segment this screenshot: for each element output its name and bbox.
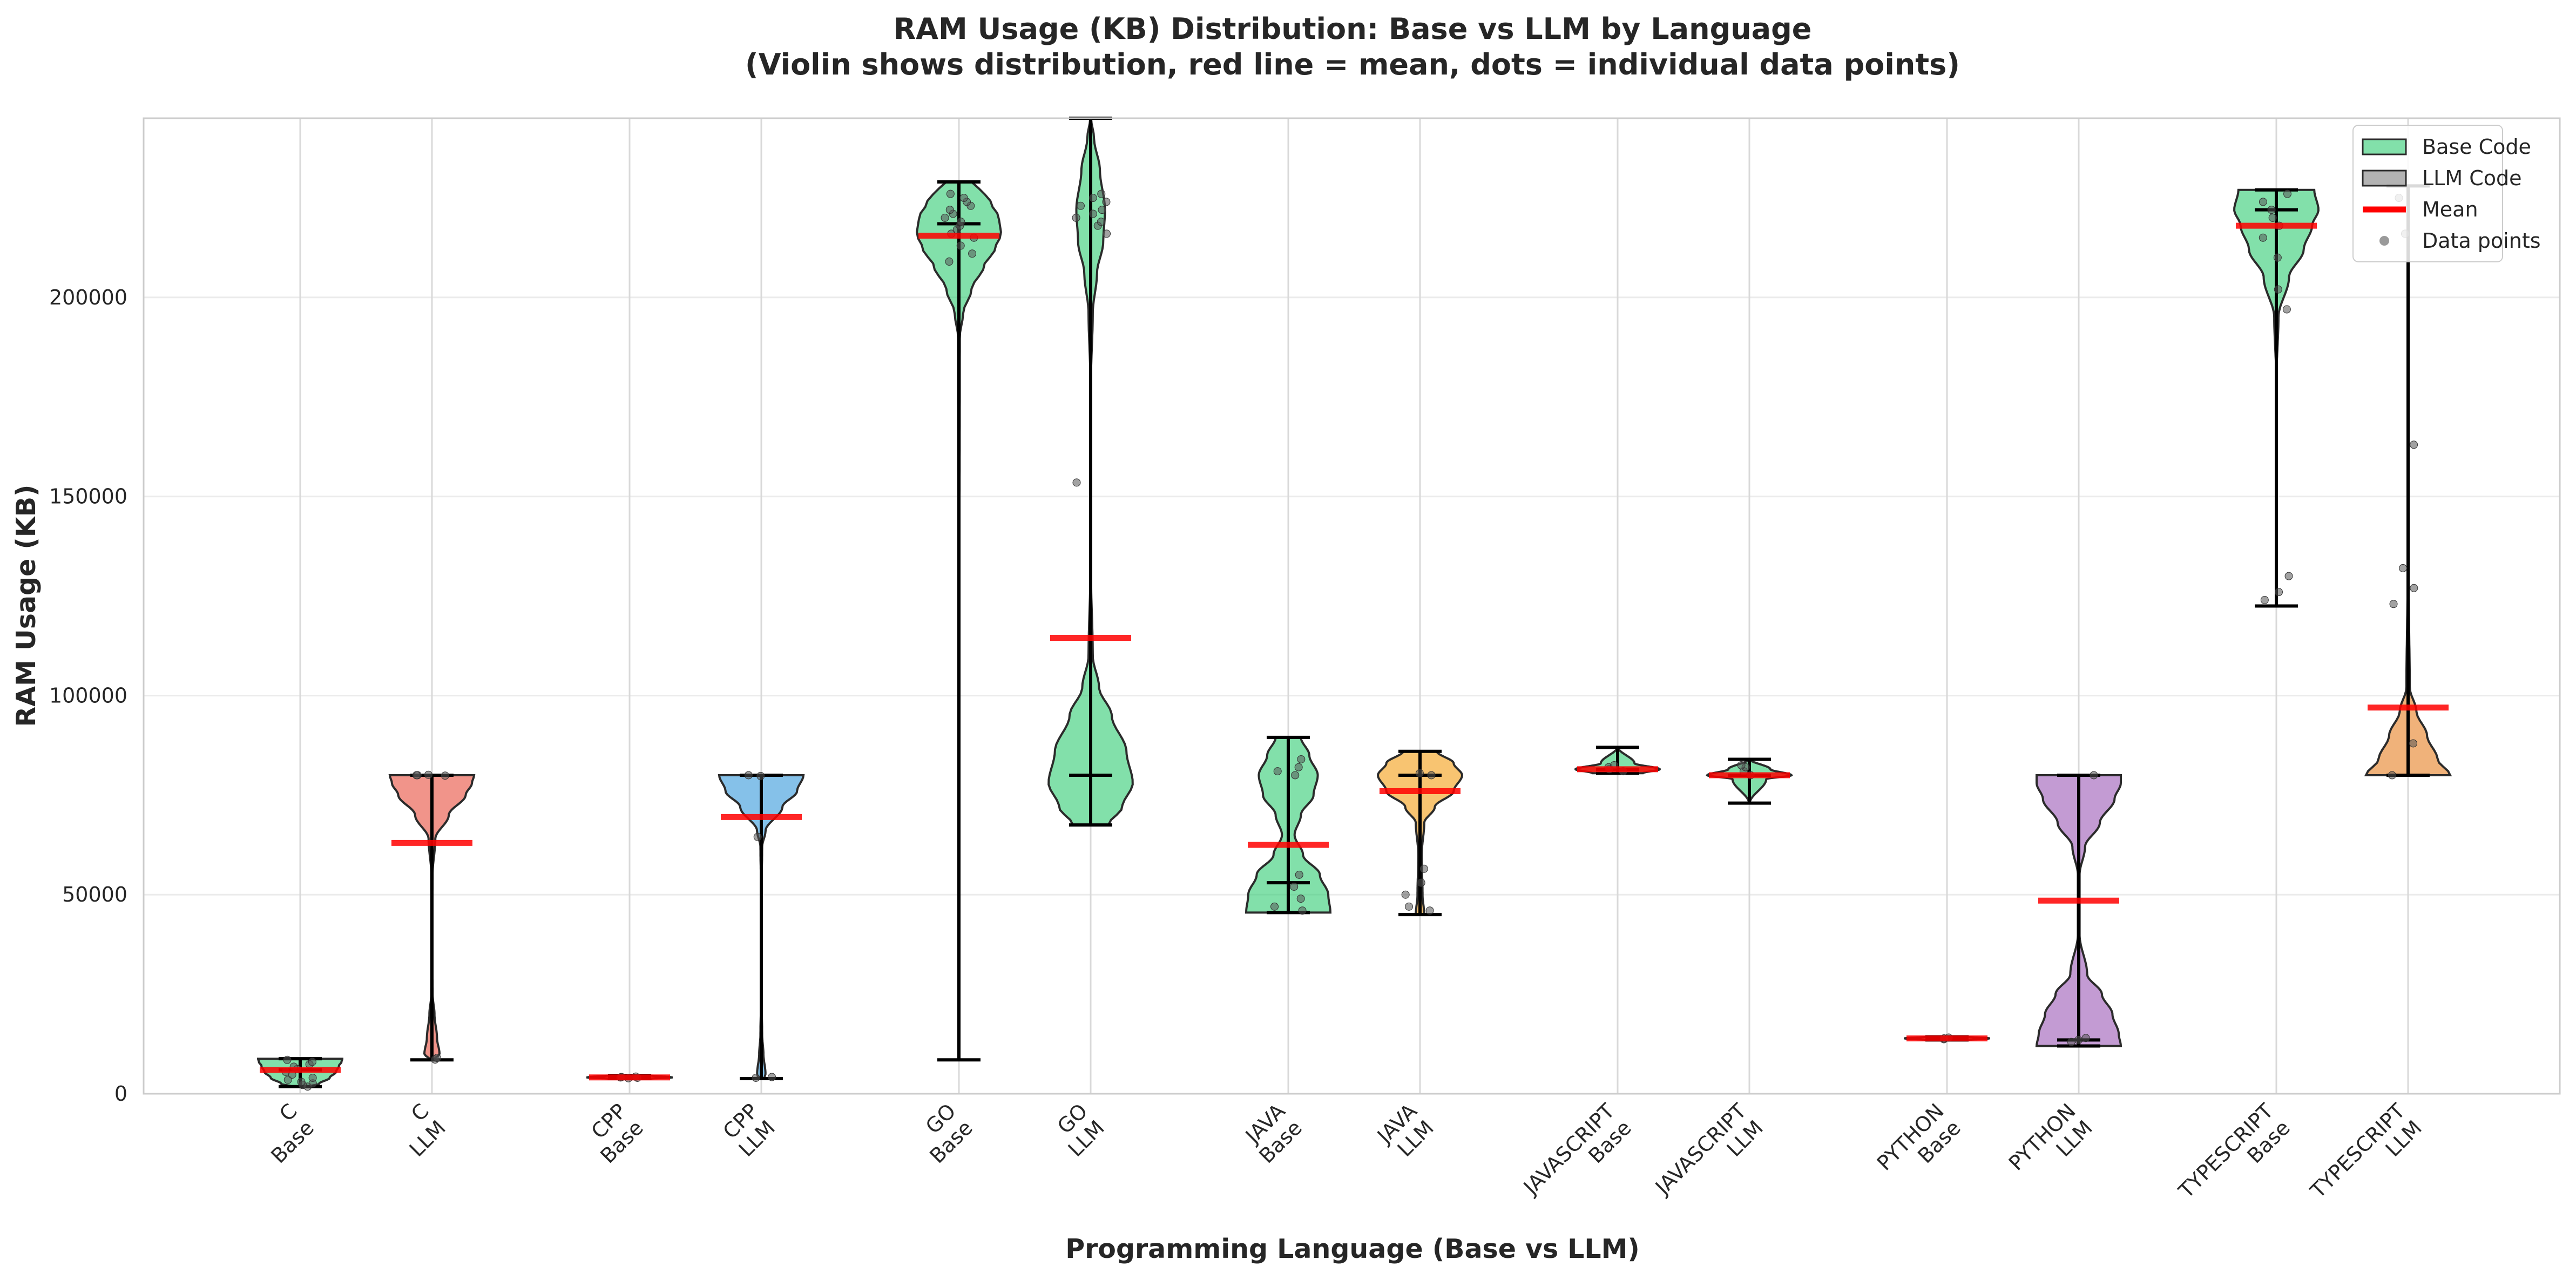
data-point [1427,771,1436,780]
data-point [2267,206,2276,214]
y-axis-label: RAM Usage (KB) [11,485,42,727]
data-point [1088,209,1097,218]
data-point [2081,1034,2090,1042]
legend-box [2352,125,2503,262]
data-point [1401,890,1410,899]
data-point [1405,902,1414,911]
data-point [744,771,753,780]
data-point [2410,584,2418,592]
data-point [283,1055,292,1064]
data-point [1103,229,1111,238]
data-point [2283,189,2292,198]
legend-swatch [2362,138,2407,155]
legend-entry: Base Code [2362,135,2531,159]
data-point [2274,285,2282,294]
data-point [1270,902,1279,911]
y-tick-label: 150000 [49,485,127,509]
data-point [1297,755,1306,763]
data-point [283,1075,292,1084]
data-point [2074,1035,2083,1044]
data-point [2284,572,2293,580]
data-point [1737,761,1746,770]
data-point [1098,206,1106,214]
chart-subtitle: (Violin shows distribution, red line = m… [745,48,1960,82]
data-point [752,1073,760,1082]
data-point [1097,189,1106,198]
y-tick-label: 0 [114,1082,127,1106]
data-point [2273,253,2282,262]
data-point [308,1073,317,1082]
data-point [2268,213,2277,222]
data-point [768,1073,776,1081]
data-point [1294,763,1303,771]
data-point [1273,767,1282,776]
data-point [945,258,954,266]
data-point [945,206,954,214]
data-point [1077,201,1085,210]
data-point [1291,771,1300,780]
legend-entry: Data points [2379,229,2541,253]
y-tick-label: 200000 [49,286,127,309]
legend-swatch [2362,170,2407,187]
legend-label: LLM Code [2422,166,2522,190]
data-point [2259,198,2267,206]
data-point [968,249,977,258]
data-point [1296,895,1305,903]
data-point [2275,588,2283,597]
data-point [297,1078,306,1086]
data-point [1419,864,1428,873]
chart-title: RAM Usage (KB) Distribution: Base vs LLM… [894,12,1812,46]
data-point [2090,771,2098,780]
data-point [2389,600,2398,608]
data-point [2259,233,2267,242]
data-point [2388,771,2396,780]
data-point [2067,1038,2075,1046]
data-point [941,213,949,222]
data-point [441,771,449,780]
data-point [1298,906,1307,915]
legend-entry: Mean [2363,198,2478,221]
data-point [1097,218,1105,226]
data-point [1417,878,1425,887]
legend-entry: LLM Code [2362,166,2522,190]
data-point [1425,906,1434,915]
data-point [1295,870,1303,879]
legend-label: Data points [2422,229,2541,253]
data-point [956,241,965,250]
data-point [1072,213,1080,222]
data-point [946,189,955,198]
data-point [433,1054,442,1062]
data-point [1088,194,1097,202]
y-tick-label: 50000 [62,883,127,906]
data-point [1072,478,1081,487]
legend: Base Code LLM Code Mean Data points [2352,125,2541,262]
data-point [2410,441,2418,449]
data-point [2282,305,2291,314]
plot-frame [143,117,2561,1095]
legend-label: Base Code [2422,135,2531,159]
data-point [1290,882,1299,891]
data-point [1415,769,1424,777]
data-point [959,194,968,202]
data-point [2260,595,2269,604]
data-point [308,1058,316,1066]
y-tick-label: 100000 [49,683,127,707]
data-point [412,771,421,780]
data-point [753,832,762,841]
data-point [1102,198,1111,206]
y-ticks: 0 50000 100000 150000 200000 [49,286,127,1106]
data-point [756,771,765,780]
data-point [424,770,432,779]
x-axis-label: Programming Language (Base vs LLM) [1065,1234,1640,1264]
legend-swatch [2379,236,2389,246]
legend-label: Mean [2422,198,2478,221]
data-point [2409,739,2417,748]
data-point [957,218,965,226]
violin-markers [260,117,2449,1091]
data-point [2398,564,2407,572]
